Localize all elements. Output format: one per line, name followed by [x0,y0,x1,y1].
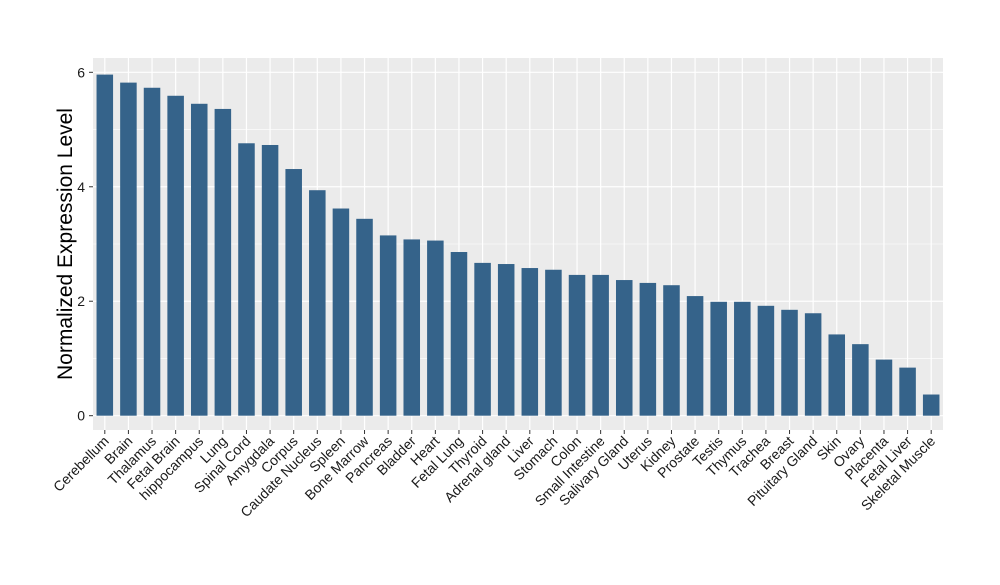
x-tick-label: Cerebellum [50,433,112,495]
bar [261,144,279,416]
bar [828,334,846,416]
bar [686,296,704,416]
bar [852,344,869,416]
bar [427,240,444,416]
bar [167,95,184,416]
bar [190,103,208,416]
bar [214,108,232,416]
bar [356,218,373,416]
bar [120,82,137,416]
bar [757,305,775,416]
bar [663,285,680,416]
bar [285,169,302,416]
y-tick-label: 6 [77,64,85,80]
bar [875,359,893,416]
bar [615,280,633,416]
bar [521,268,539,416]
bar [568,274,586,416]
bar [332,208,350,416]
bar [497,264,515,416]
bar [238,143,255,416]
bar [804,313,822,416]
y-axis-label: Normalized Expression Level [54,108,77,380]
y-tick-label: 4 [77,179,85,195]
bar [781,309,798,416]
bar [309,190,326,416]
y-tick-label: 2 [77,293,85,309]
bar [710,301,727,416]
bar [592,274,609,416]
bar [403,239,421,416]
bar [922,394,940,416]
bar [545,269,562,416]
bar [96,74,114,416]
bar [143,87,161,416]
bar [379,235,397,416]
bar [734,301,751,416]
y-tick-label: 0 [77,408,85,424]
bar [899,367,916,416]
bar [450,252,468,416]
bar [639,282,657,416]
bar [474,262,491,416]
